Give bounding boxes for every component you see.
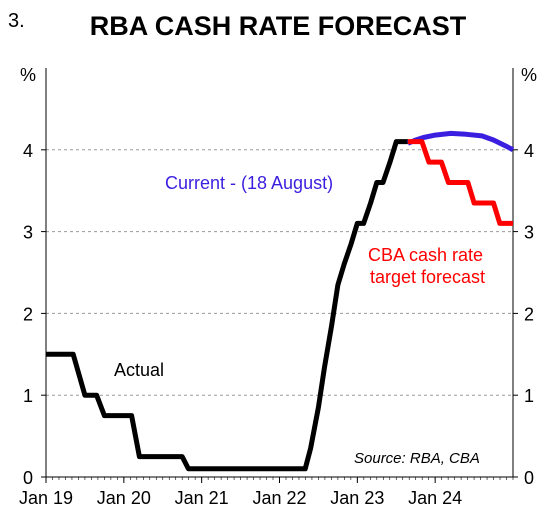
- series-label-current: Current - (18 August): [165, 173, 333, 193]
- y-tick-label-left-0: 0: [23, 468, 33, 488]
- y-tick-label-left-1: 1: [23, 386, 33, 406]
- series-line-current: [406, 130, 515, 153]
- y-tick-label-right-3: 3: [524, 223, 534, 243]
- series-label-cba-line2: target forecast: [370, 267, 485, 287]
- chart-title: RBA CASH RATE FORECAST: [90, 11, 467, 41]
- y-tick-label-right-4: 4: [524, 141, 534, 161]
- series-line-cba-forecast: [407, 139, 513, 226]
- y-axis-unit-left: %: [20, 65, 36, 85]
- y-tick-label-right-2: 2: [524, 304, 534, 324]
- x-tick-label-2022: Jan 22: [252, 488, 306, 508]
- y-axis-unit-right: %: [521, 65, 537, 85]
- source-note: Source: RBA, CBA: [354, 450, 480, 467]
- figure-number: 3.: [8, 10, 25, 32]
- y-tick-label-right-0: 0: [524, 468, 534, 488]
- x-tick-label-2020: Jan 20: [97, 488, 151, 508]
- y-tick-label-left-3: 3: [23, 223, 33, 243]
- x-tick-label-2021: Jan 21: [175, 488, 229, 508]
- y-tick-label-right-1: 1: [524, 386, 534, 406]
- series-line-actual: [46, 139, 408, 472]
- x-tick-label-2019: Jan 19: [19, 488, 73, 508]
- y-tick-label-left-4: 4: [23, 141, 33, 161]
- series-label-actual: Actual: [114, 360, 164, 380]
- x-tick-label-2024: Jan 24: [408, 488, 462, 508]
- x-tick-label-2023: Jan 23: [330, 488, 384, 508]
- y-tick-label-left-2: 2: [23, 304, 33, 324]
- series-label-cba-line1: CBA cash rate: [368, 245, 483, 265]
